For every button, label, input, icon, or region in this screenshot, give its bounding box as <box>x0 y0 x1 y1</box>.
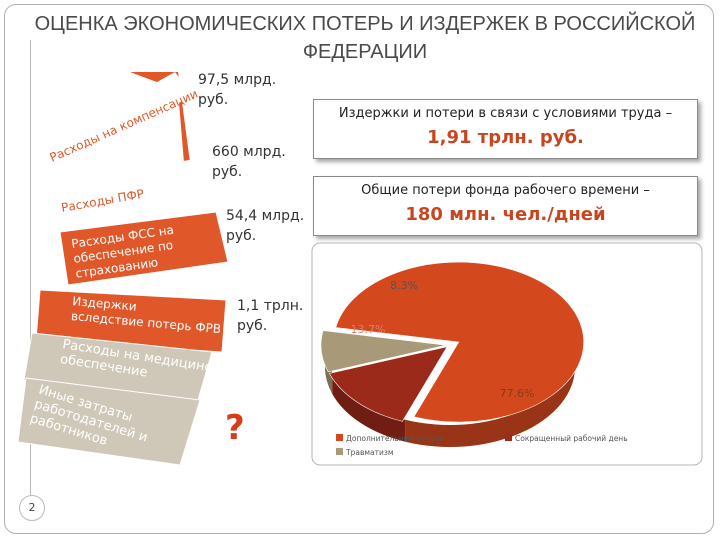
box-label: Издержки и потери в связи с условиями тр… <box>338 106 673 121</box>
pie-data-label: 13.7% <box>351 323 386 336</box>
legend-swatch <box>505 434 512 441</box>
amount-pfr: 660 млрд. руб. <box>212 142 286 182</box>
stair-step: Расходы ПФР <box>50 158 212 232</box>
pie-data-label: 77.6% <box>500 387 535 400</box>
pie-slice-side <box>405 345 575 448</box>
amount-line: руб. <box>237 318 268 334</box>
amount-frv: 1,1 трлн. руб. <box>237 296 303 336</box>
legend-label: Сокращенный рабочий день <box>515 434 628 443</box>
legend-swatch <box>336 448 343 455</box>
amount-line: руб. <box>198 92 229 108</box>
question-mark: ? <box>225 408 245 448</box>
box-value: 1,91 трлн. руб. <box>427 127 584 148</box>
amount-line: 54,4 млрд. <box>226 208 305 224</box>
page-title: ОЦЕНКА ЭКОНОМИЧЕСКИХ ПОТЕРЬ И ИЗДЕРЖЕК В… <box>34 13 696 63</box>
legend-label: Травматизм <box>345 448 394 457</box>
box-label: Общие потери фонда рабочего времени – <box>361 183 650 198</box>
amount-line: 1,1 трлн. <box>237 298 304 314</box>
legend-swatch <box>336 434 343 441</box>
slide-frame <box>4 4 714 534</box>
stair-step: Иные затратыработодателей иработников <box>17 377 201 466</box>
amount-fss: 54,4 млрд. руб. <box>226 206 304 246</box>
page-number: 2 <box>19 495 45 521</box>
legend-label: Дополнительный отпуск <box>346 434 444 443</box>
pie-data-label: 8.3% <box>390 279 418 292</box>
pie-slice <box>328 346 448 422</box>
amount-line: руб. <box>212 164 243 180</box>
box-value: 180 млн. чел./дней <box>405 204 606 225</box>
stair-step: Издержкивследствие потерь ФРВ <box>35 289 227 353</box>
amount-compensation: 97,5 млрд. руб. <box>198 70 276 110</box>
pie-slice <box>320 330 447 373</box>
working-time-losses-box: Общие потери фонда рабочего времени – 18… <box>313 176 698 236</box>
amount-line: 97,5 млрд. <box>198 72 277 88</box>
working-conditions-costs-box: Издержки и потери в связи с условиями тр… <box>313 99 698 159</box>
amount-line: руб. <box>226 228 257 244</box>
amount-line: 660 млрд. <box>212 144 286 160</box>
side-divider <box>30 40 31 510</box>
pie-slice <box>335 261 585 423</box>
